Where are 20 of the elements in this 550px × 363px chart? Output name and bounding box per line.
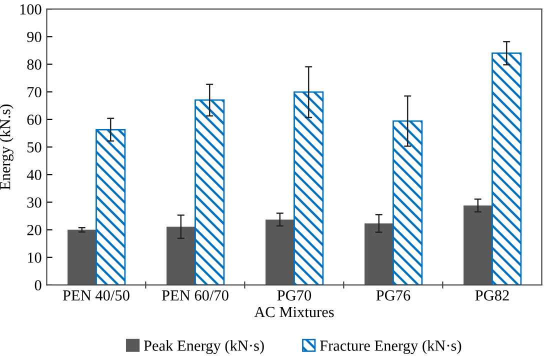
legend-label: Peak Energy (kN·s) <box>144 340 264 354</box>
y-tick-label: 60 <box>27 114 42 125</box>
y-tick-label: 10 <box>28 252 42 263</box>
y-axis-title: Energy (kN.s) <box>0 104 14 190</box>
legend-label: Fracture Energy (kN·s) <box>320 340 462 354</box>
y-tick-label: 30 <box>27 197 42 208</box>
x-axis-title: AC Mixtures <box>254 306 334 318</box>
y-tick-label: 40 <box>26 170 42 180</box>
y-tick-label: 50 <box>28 142 42 152</box>
y-tick-label: 90 <box>27 32 42 42</box>
x-tick-label: PEN 60/70 <box>162 290 228 301</box>
y-tick-label: 70 <box>28 86 42 98</box>
x-tick-label: PEN 40/50 <box>62 290 130 301</box>
x-tick-label: PG76 <box>376 290 410 301</box>
x-tick-label: PG70 <box>277 290 312 301</box>
x-tick-label: PG82 <box>475 290 509 301</box>
y-tick-label: 80 <box>27 59 42 70</box>
y-tick-label: 100 <box>20 4 42 15</box>
y-tick-label: 0 <box>34 280 42 290</box>
y-tick-label: 20 <box>27 224 42 236</box>
